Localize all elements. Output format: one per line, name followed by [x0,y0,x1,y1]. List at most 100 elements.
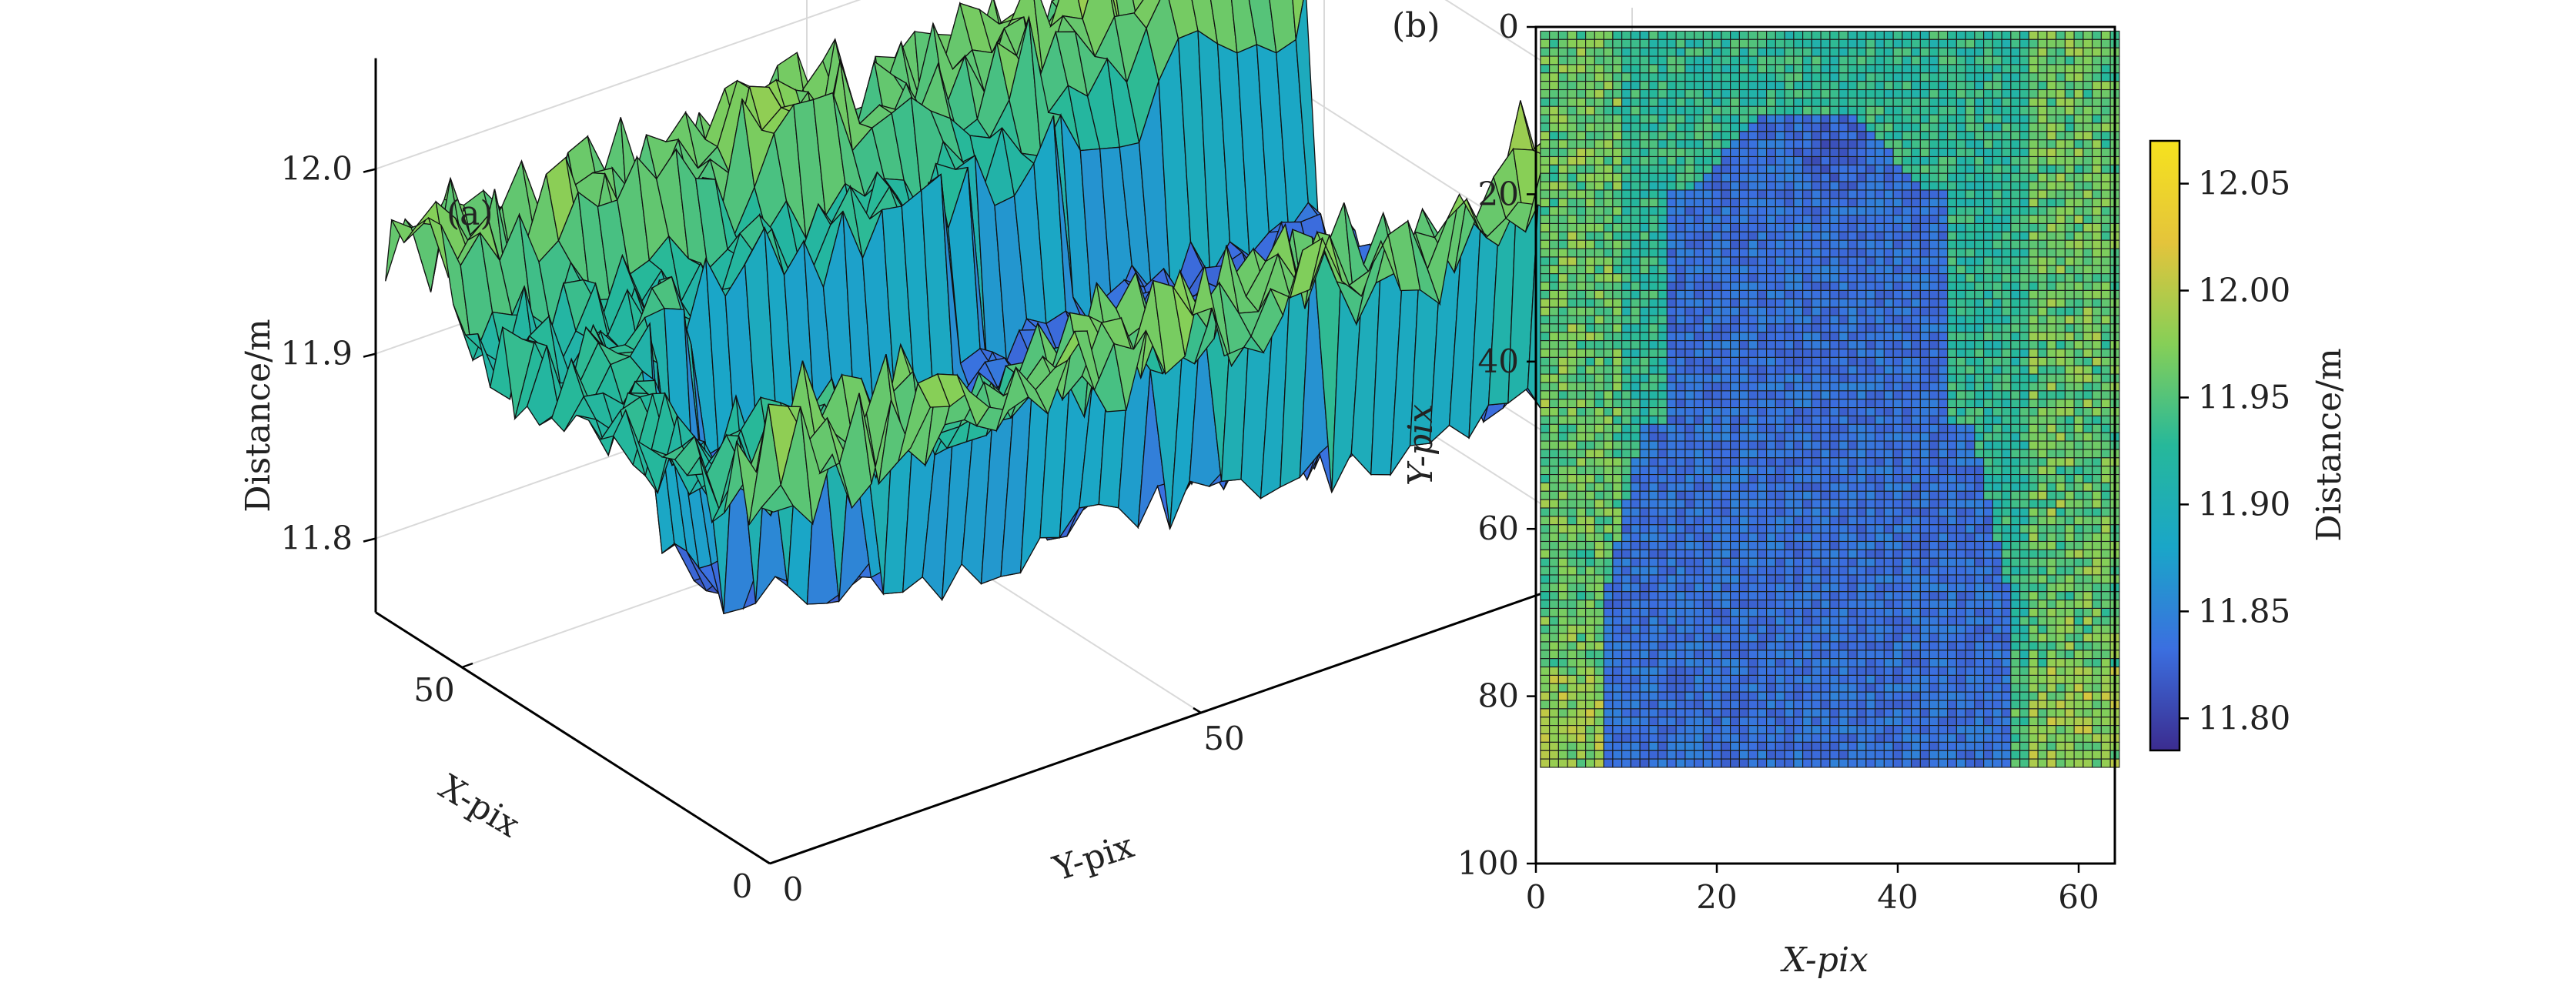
heatmap-cell [1803,232,1812,240]
heatmap-cell [1767,39,1776,48]
heatmap-cell [1758,240,1767,249]
heatmap-cell [1984,182,1993,190]
heatmap-cell [2020,207,2029,216]
heatmap-cell [1748,383,1758,391]
heatmap-cell [1830,316,1839,324]
heatmap-cell [2020,483,2029,491]
heatmap-cell [2047,56,2056,65]
heatmap-cell [1794,282,1803,291]
heatmap-cell [2002,349,2011,358]
heatmap-cell [2029,416,2038,424]
heatmap-cell [1649,190,1658,199]
heatmap-cell [1812,207,1821,216]
heatmap-cell [2038,424,2047,433]
heatmap-cell [1541,475,1550,483]
heatmap-cell [2065,207,2074,216]
heatmap-cell [1812,466,1821,475]
heatmap-cell [1577,207,1586,216]
heatmap-cell [1902,182,1912,190]
heatmap-cell [1775,240,1785,249]
heatmap-cell [2029,374,2038,383]
heatmap-cell [1604,165,1613,173]
heatmap-cell [1956,466,1965,475]
heatmap-cell [1622,366,1631,374]
heatmap-cell [1929,249,1939,257]
heatmap-cell [1912,65,1921,73]
heatmap-cell [1956,115,1965,123]
heatmap-cell [1676,383,1685,391]
heatmap-cell [2093,282,2102,291]
heatmap-cell [1703,56,1712,65]
heatmap-cell [1767,324,1776,332]
heatmap-cell [1821,449,1830,458]
heatmap-cell [1912,408,1921,416]
heatmap-cell [1748,475,1758,483]
heatmap-cell [2083,316,2093,324]
heatmap-cell [1803,416,1812,424]
heatmap-cell [1541,266,1550,274]
heatmap-cell [1767,132,1776,140]
heatmap-cell [1758,491,1767,500]
heatmap-cell [1848,299,1857,307]
heatmap-cell [1984,98,1993,106]
heatmap-cell [2020,123,2029,132]
heatmap-cell [2065,449,2074,458]
heatmap-cell [1712,115,1721,123]
heatmap-cell [1875,216,1885,224]
heatmap-cell [1812,408,1821,416]
heatmap-cell [2101,424,2110,433]
heatmap-cell [1875,90,1885,99]
heatmap-cell [2074,374,2083,383]
heatmap-cell [1758,408,1767,416]
heatmap-cell [1902,383,1912,391]
heatmap-cell [1984,39,1993,48]
heatmap-cell [1992,73,2002,82]
heatmap-cell [1541,65,1550,73]
heatmap-cell [2074,266,2083,274]
heatmap-cell [1604,399,1613,408]
heatmap-cell [1739,491,1748,500]
heatmap-cell [2002,48,2011,56]
heatmap-cell [2101,90,2110,99]
heatmap-cell [1667,123,1676,132]
heatmap-cell [1631,73,1640,82]
heatmap-cell [1857,357,1866,366]
heatmap-cell [1731,173,1740,182]
heatmap-cell [1577,132,1586,140]
heatmap-cell [1577,391,1586,399]
heatmap-cell [1649,349,1658,358]
heatmap-cell [1613,483,1622,491]
heatmap-cell [2101,466,2110,475]
heatmap-cell [1956,140,1965,149]
heatmap-cell [1884,449,1893,458]
heatmap-cell [1848,106,1857,115]
heatmap-cell [1703,341,1712,349]
heatmap-cell [1577,82,1586,90]
heatmap-cell [1658,216,1668,224]
heatmap-cell [2002,282,2011,291]
heatmap-cell [1794,207,1803,216]
heatmap-cell [1567,257,1577,266]
heatmap-cell [2056,391,2066,399]
heatmap-cell [2038,106,2047,115]
heatmap-cell [2056,290,2066,299]
heatmap-cell [1803,39,1812,48]
heatmap-cell [2047,383,2056,391]
heatmap-cell [2020,149,2029,157]
heatmap-cell [2002,165,2011,173]
heatmap-cell [2020,374,2029,383]
heatmap-cell [1803,98,1812,106]
heatmap-cell [1721,115,1731,123]
heatmap-cell [1857,182,1866,190]
heatmap-cell [1604,357,1613,366]
heatmap-cell [1577,274,1586,282]
heatmap-cell [2011,173,2020,182]
heatmap-cell [1712,232,1721,240]
heatmap-cell [1839,223,1848,232]
heatmap-cell [1821,433,1830,441]
heatmap-cell [1676,374,1685,383]
heatmap-cell [1902,223,1912,232]
heatmap-cell [2029,458,2038,466]
heatmap-cell [1748,399,1758,408]
heatmap-cell [1739,132,1748,140]
